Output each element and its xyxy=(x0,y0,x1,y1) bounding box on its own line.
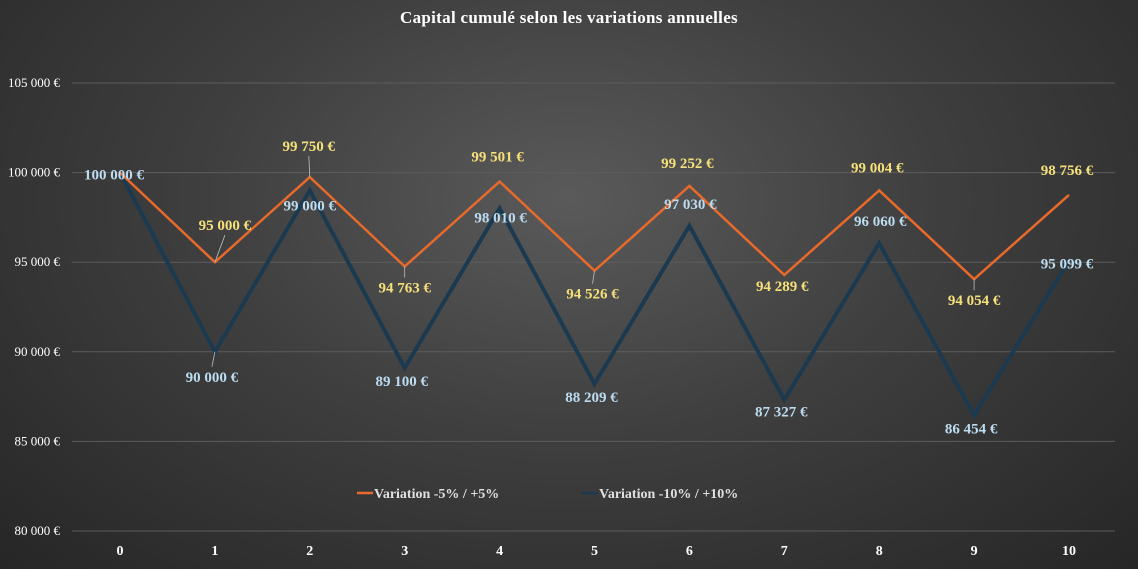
data-label: 96 060 € xyxy=(854,214,907,230)
x-axis-ticks: 0 1 2 3 4 5 6 7 8 9 10 xyxy=(117,544,1077,559)
label-leader-lines xyxy=(211,156,975,367)
x-tick-label: 6 xyxy=(686,544,693,559)
data-labels: 95 000 € 99 750 € 94 763 € 99 501 € 94 526 €… xyxy=(84,139,1094,437)
label-leader xyxy=(592,270,595,284)
data-label: 99 252 € xyxy=(661,156,714,172)
data-label: 94 289 € xyxy=(756,279,809,295)
legend-label: Variation -5% / +5% xyxy=(374,487,499,502)
data-label: 95 099 € xyxy=(1041,256,1094,272)
x-tick-label: 1 xyxy=(211,544,218,559)
y-tick-label: 90 000 € xyxy=(15,344,61,359)
data-label: 99 501 € xyxy=(471,150,524,166)
data-label: 100 000 € xyxy=(84,168,145,184)
data-label: 94 526 € xyxy=(566,287,619,303)
x-tick-label: 5 xyxy=(591,544,598,559)
x-tick-label: 10 xyxy=(1062,544,1076,559)
legend-label: Variation -10% / +10% xyxy=(599,487,738,502)
x-tick-label: 9 xyxy=(971,544,978,559)
y-tick-label: 85 000 € xyxy=(15,433,61,448)
label-leader xyxy=(308,156,311,178)
x-tick-label: 0 xyxy=(117,544,124,559)
label-leader xyxy=(211,351,216,367)
gridlines xyxy=(72,82,1115,532)
data-label: 99 750 € xyxy=(283,139,336,155)
data-label: 98 010 € xyxy=(474,210,527,226)
data-label: 99 000 € xyxy=(284,199,337,215)
data-label: 90 000 € xyxy=(186,370,239,386)
x-tick-label: 8 xyxy=(876,544,883,559)
data-label: 86 454 € xyxy=(945,421,998,437)
label-leader xyxy=(214,235,226,263)
data-label: 95 000 € xyxy=(199,218,252,234)
data-label: 98 756 € xyxy=(1041,163,1094,179)
data-label: 94 054 € xyxy=(948,293,1001,309)
data-label: 89 100 € xyxy=(375,374,428,390)
data-label: 88 209 € xyxy=(565,390,618,406)
x-tick-label: 4 xyxy=(496,544,503,559)
y-axis-ticks: 80 000 € 85 000 € 90 000 € 95 000 € 100 000 … xyxy=(8,75,61,538)
y-tick-label: 105 000 € xyxy=(8,75,61,90)
x-tick-label: 7 xyxy=(781,544,788,559)
data-label: 99 004 € xyxy=(851,160,904,176)
y-tick-label: 95 000 € xyxy=(15,254,61,269)
x-tick-label: 2 xyxy=(306,544,313,559)
data-label: 94 763 € xyxy=(378,280,431,296)
data-label: 87 327 € xyxy=(755,405,808,421)
legend: Variation -5% / +5% Variation -10% / +10% xyxy=(357,487,738,502)
y-tick-label: 100 000 € xyxy=(8,165,61,180)
chart-title: Capital cumulé selon les variations annu… xyxy=(400,8,738,27)
series-line-5pct xyxy=(119,171,1070,281)
data-label: 97 030 € xyxy=(664,197,717,213)
y-tick-label: 80 000 € xyxy=(15,523,61,538)
series-line-10pct xyxy=(118,171,1071,420)
x-tick-label: 3 xyxy=(401,544,408,559)
